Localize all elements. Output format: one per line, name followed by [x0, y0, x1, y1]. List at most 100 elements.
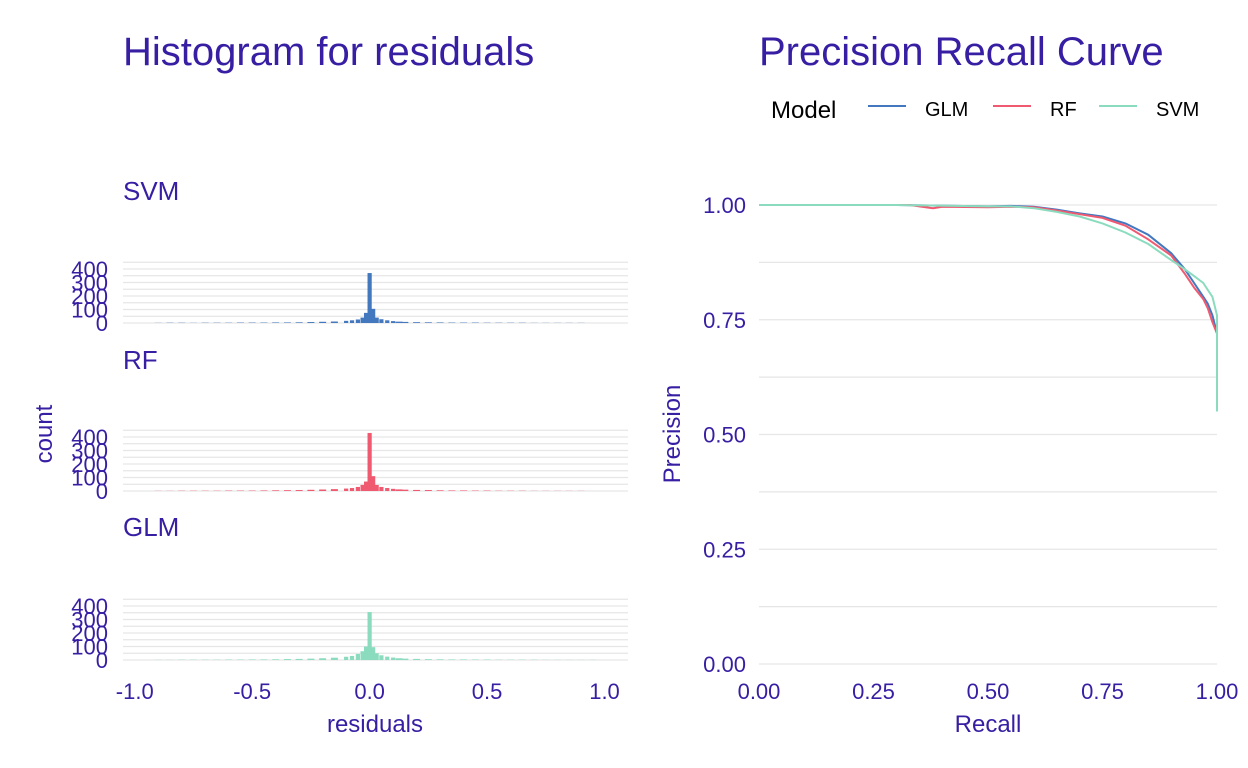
x-tick-label: 1.0 — [589, 679, 620, 704]
y-tick-label: 300 — [71, 271, 108, 296]
histogram-bar — [413, 658, 421, 660]
histogram-bar — [360, 317, 365, 323]
histogram-bar — [364, 481, 369, 491]
histogram-bar — [355, 486, 360, 491]
legend-title: Model — [771, 97, 836, 124]
pr-title: Precision Recall Curve — [759, 30, 1164, 74]
histogram-bar — [436, 490, 444, 491]
histogram-chart: Histogram for residuals SVM 010020030040… — [31, 30, 628, 738]
histogram-bar — [295, 658, 303, 660]
x-tick-label: 0.5 — [472, 679, 503, 704]
y-tick-label: 0.25 — [703, 537, 746, 562]
panel-label-rf: RF — [123, 345, 158, 375]
panel-gridlines — [123, 429, 628, 492]
histogram-bar — [330, 321, 338, 323]
histogram-bar — [460, 490, 468, 491]
y-tick-label: 0.75 — [703, 308, 746, 333]
pr-legend: Model GLM RF SVM — [771, 97, 1199, 124]
histogram-bar — [436, 322, 444, 323]
histogram-bar — [330, 657, 338, 660]
histogram-bar — [379, 655, 384, 660]
histogram-bar — [360, 484, 365, 491]
histogram-bar — [367, 612, 372, 660]
histogram-bar — [330, 489, 338, 491]
y-tick-label: 100 — [71, 466, 108, 491]
histogram-bar — [379, 486, 384, 491]
x-tick-label: -1.0 — [116, 679, 154, 704]
pr-x-ticks: 0.00 0.25 0.50 0.75 1.00 — [738, 679, 1239, 704]
histogram-y-axis-label: count — [31, 404, 58, 463]
histogram-x-ticks: -1.0 -0.5 0.0 0.5 1.0 — [116, 679, 620, 704]
y-tick-label: 0.00 — [703, 652, 746, 677]
histogram-bar — [319, 658, 327, 660]
y-tick-label: 200 — [71, 621, 108, 646]
panel-bars — [154, 273, 585, 323]
histogram-bar — [391, 321, 396, 323]
histogram-bar — [307, 658, 315, 660]
histogram-bar — [283, 322, 291, 323]
histogram-bar — [283, 659, 291, 660]
histogram-title: Histogram for residuals — [123, 30, 534, 74]
histogram-bar — [395, 489, 403, 491]
histogram-bar — [367, 432, 372, 491]
histogram-bar — [395, 658, 403, 660]
x-tick-label: 0.75 — [1081, 679, 1124, 704]
panel-label-glm: GLM — [123, 512, 179, 542]
y-tick-label: 1.00 — [703, 193, 746, 218]
y-tick-label: 200 — [71, 452, 108, 477]
histogram-bar — [319, 489, 327, 491]
histogram-bar — [260, 490, 268, 491]
panel-bars — [154, 612, 597, 660]
histogram-bar — [460, 659, 468, 660]
series-line-rf — [759, 204, 1218, 375]
histogram-bar — [283, 490, 291, 491]
histogram-bar — [367, 273, 372, 323]
histogram-bar — [413, 322, 421, 323]
pr-curve-chart: Precision Recall Curve Model GLM RF SVM … — [659, 30, 1238, 738]
y-tick-label: 300 — [71, 439, 108, 464]
pr-x-axis-label: Recall — [955, 711, 1022, 738]
x-tick-label: 0.50 — [967, 679, 1010, 704]
pr-y-ticks: 0.00 0.25 0.50 0.75 1.00 — [703, 193, 746, 677]
histogram-bar — [413, 489, 421, 491]
histogram-bar — [364, 646, 369, 660]
histogram-bar — [344, 656, 349, 660]
x-tick-label: 0.25 — [852, 679, 895, 704]
histogram-bar — [371, 647, 376, 660]
histogram-x-axis-label: residuals — [327, 711, 423, 738]
histogram-bar — [424, 322, 432, 323]
histogram-bar — [385, 320, 390, 323]
legend-label-glm: GLM — [925, 99, 968, 121]
y-tick-label: 0 — [96, 311, 108, 336]
panel-gridlines — [123, 261, 628, 324]
panel-label-svm: SVM — [123, 176, 179, 206]
histogram-bar — [448, 490, 456, 491]
histogram-bar — [436, 659, 444, 660]
legend-label-svm: SVM — [1156, 99, 1199, 121]
pr-gridlines — [759, 204, 1217, 665]
histogram-bar — [401, 321, 409, 323]
histogram-bar — [424, 659, 432, 660]
histogram-bar — [401, 489, 409, 491]
y-tick-label: 400 — [71, 425, 108, 450]
histogram-bar — [395, 321, 403, 323]
histogram-bar — [295, 490, 303, 491]
panel-gridlines — [123, 598, 628, 661]
histogram-bar — [385, 656, 390, 660]
histogram-bar — [364, 312, 369, 323]
histogram-bar — [344, 488, 349, 491]
histogram-bar — [349, 320, 355, 323]
series-line-svm — [759, 204, 1218, 412]
histogram-bar — [371, 308, 376, 323]
y-tick-label: 0.50 — [703, 423, 746, 448]
histogram-bar — [248, 659, 256, 660]
histogram-bar — [307, 489, 315, 491]
x-tick-label: 0.00 — [738, 679, 781, 704]
histogram-bar — [260, 659, 268, 660]
